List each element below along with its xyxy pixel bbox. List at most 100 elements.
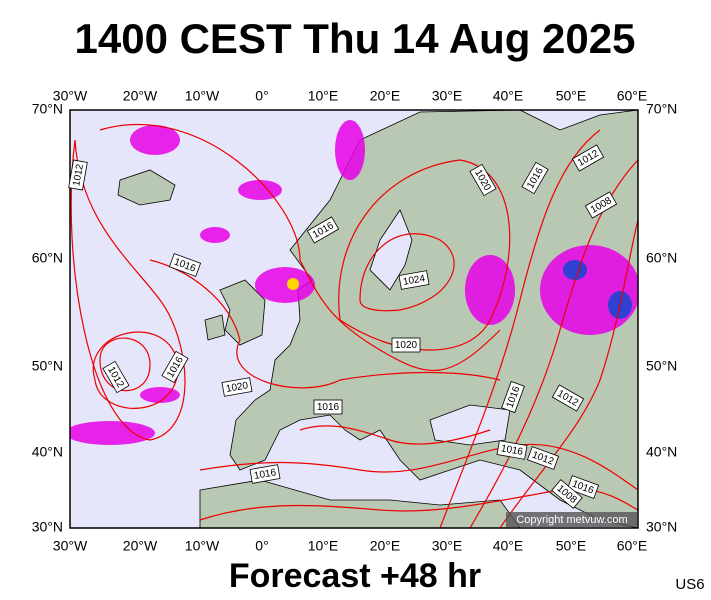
longitude-label: 0° bbox=[255, 88, 268, 104]
isobar-label-box bbox=[306, 216, 340, 244]
isobar-label: 1016 bbox=[313, 399, 343, 415]
latitude-label: 40°N bbox=[32, 444, 63, 460]
isobar-label: 1012 bbox=[68, 159, 88, 191]
latitude-label: 60°N bbox=[646, 250, 677, 266]
isobar-label: 1016 bbox=[249, 464, 281, 484]
isobar-label-text: 1020 bbox=[395, 340, 418, 351]
rain-area bbox=[465, 255, 515, 325]
isobar-label-box bbox=[221, 377, 253, 397]
black-sea bbox=[429, 404, 511, 446]
model-code: US6 bbox=[675, 576, 704, 593]
land bbox=[204, 314, 226, 341]
isobar-label-box bbox=[313, 399, 343, 415]
isobar bbox=[70, 139, 186, 441]
land bbox=[117, 169, 176, 206]
rain-area bbox=[200, 227, 230, 243]
rain-area bbox=[140, 387, 180, 403]
rain-area bbox=[238, 180, 282, 200]
isobar-label-box bbox=[571, 144, 605, 172]
baltic-sea bbox=[369, 209, 413, 291]
longitude-label: 60°E bbox=[617, 538, 648, 554]
longitude-label: 10°W bbox=[185, 538, 220, 554]
latitude-label: 30°N bbox=[32, 519, 63, 535]
isobar-label-box bbox=[551, 384, 585, 412]
isobar-label-box bbox=[469, 163, 497, 197]
longitude-label: 0° bbox=[255, 538, 268, 554]
isobar bbox=[439, 129, 601, 528]
isobar bbox=[359, 233, 455, 312]
isobar-label-text: 1016 bbox=[317, 402, 340, 413]
map-frame bbox=[69, 109, 639, 529]
isobar-label-text: 1012 bbox=[71, 163, 86, 187]
isobar-label: 1016 bbox=[168, 253, 202, 277]
isobar bbox=[99, 123, 501, 372]
isobar bbox=[499, 219, 638, 528]
isobar-label-box bbox=[391, 337, 421, 353]
longitude-label: 20°E bbox=[370, 538, 401, 554]
isobar-label-box bbox=[521, 161, 549, 195]
graticule-labels: 30°W 30°W 20°W 20°W 10°W 10°W 0° 0° 10°E 10°E 20°E… bbox=[32, 88, 678, 554]
rain-area bbox=[130, 125, 180, 155]
isobar-label: 1024 bbox=[398, 270, 430, 290]
rain-area bbox=[540, 245, 638, 335]
longitude-label: 20°W bbox=[123, 88, 158, 104]
isobar-label-text: 1016 bbox=[500, 443, 524, 458]
isobar-label-box bbox=[551, 479, 583, 509]
longitude-label: 50°E bbox=[556, 88, 587, 104]
forecast-label: Forecast +48 hr bbox=[229, 557, 481, 595]
rain-core bbox=[563, 260, 587, 280]
isobar-label: 1016 bbox=[501, 380, 525, 414]
rain-area bbox=[255, 267, 315, 303]
map: 30°W 30°W 20°W 20°W 10°W 10°W 0° 0° 10°E 10°E 20°E… bbox=[32, 88, 678, 554]
isobar-label-box bbox=[584, 191, 618, 219]
rain-core bbox=[287, 278, 299, 290]
map-content bbox=[70, 110, 638, 528]
longitude-label: 50°E bbox=[556, 538, 587, 554]
rain-area bbox=[70, 421, 155, 445]
isobar-label-box bbox=[68, 159, 88, 191]
isobar-label: 1020 bbox=[391, 337, 421, 353]
copyright: Copyright metvuw.com bbox=[516, 514, 627, 526]
land bbox=[219, 279, 266, 346]
isobar-label-text: 1024 bbox=[402, 273, 426, 288]
isobar-label: 1016 bbox=[566, 475, 600, 499]
isobar-label-box bbox=[496, 440, 528, 460]
isobar-label-box bbox=[526, 446, 560, 470]
longitude-label: 40°E bbox=[493, 88, 524, 104]
longitude-label: 10°E bbox=[308, 88, 339, 104]
longitude-label: 10°W bbox=[185, 88, 220, 104]
isobar-label-box bbox=[161, 350, 189, 384]
isobar-label-box bbox=[398, 270, 430, 290]
isobar-label-text: 1016 bbox=[253, 467, 277, 482]
isobar bbox=[199, 488, 638, 521]
isobar-label-box bbox=[566, 475, 600, 499]
rain-area bbox=[335, 120, 365, 180]
longitude-label: 10°E bbox=[308, 538, 339, 554]
latitude-label: 70°N bbox=[646, 101, 677, 117]
latitude-label: 30°N bbox=[646, 519, 677, 535]
isobar bbox=[149, 259, 501, 389]
longitude-label: 20°W bbox=[123, 538, 158, 554]
isobar-label-box bbox=[249, 464, 281, 484]
longitude-label: 40°E bbox=[493, 538, 524, 554]
longitude-label: 30°W bbox=[53, 538, 88, 554]
longitude-label: 30°W bbox=[53, 88, 88, 104]
isobar-label: 1012 bbox=[526, 446, 560, 470]
isobar bbox=[199, 443, 638, 491]
isobar-label-box bbox=[501, 380, 525, 414]
land bbox=[229, 110, 638, 528]
latitude-label: 50°N bbox=[32, 358, 63, 374]
latitude-label: 70°N bbox=[32, 101, 63, 117]
title: 1400 CEST Thu 14 Aug 2025 bbox=[75, 15, 636, 62]
isobar bbox=[338, 159, 511, 351]
latitude-label: 50°N bbox=[646, 358, 677, 374]
isobar bbox=[299, 425, 491, 445]
latitude-label: 40°N bbox=[646, 444, 677, 460]
longitude-label: 60°E bbox=[617, 88, 648, 104]
longitude-label: 20°E bbox=[370, 88, 401, 104]
isobar-label-box bbox=[102, 360, 130, 394]
isobar-label: 1020 bbox=[221, 377, 253, 397]
isobar bbox=[99, 337, 151, 392]
